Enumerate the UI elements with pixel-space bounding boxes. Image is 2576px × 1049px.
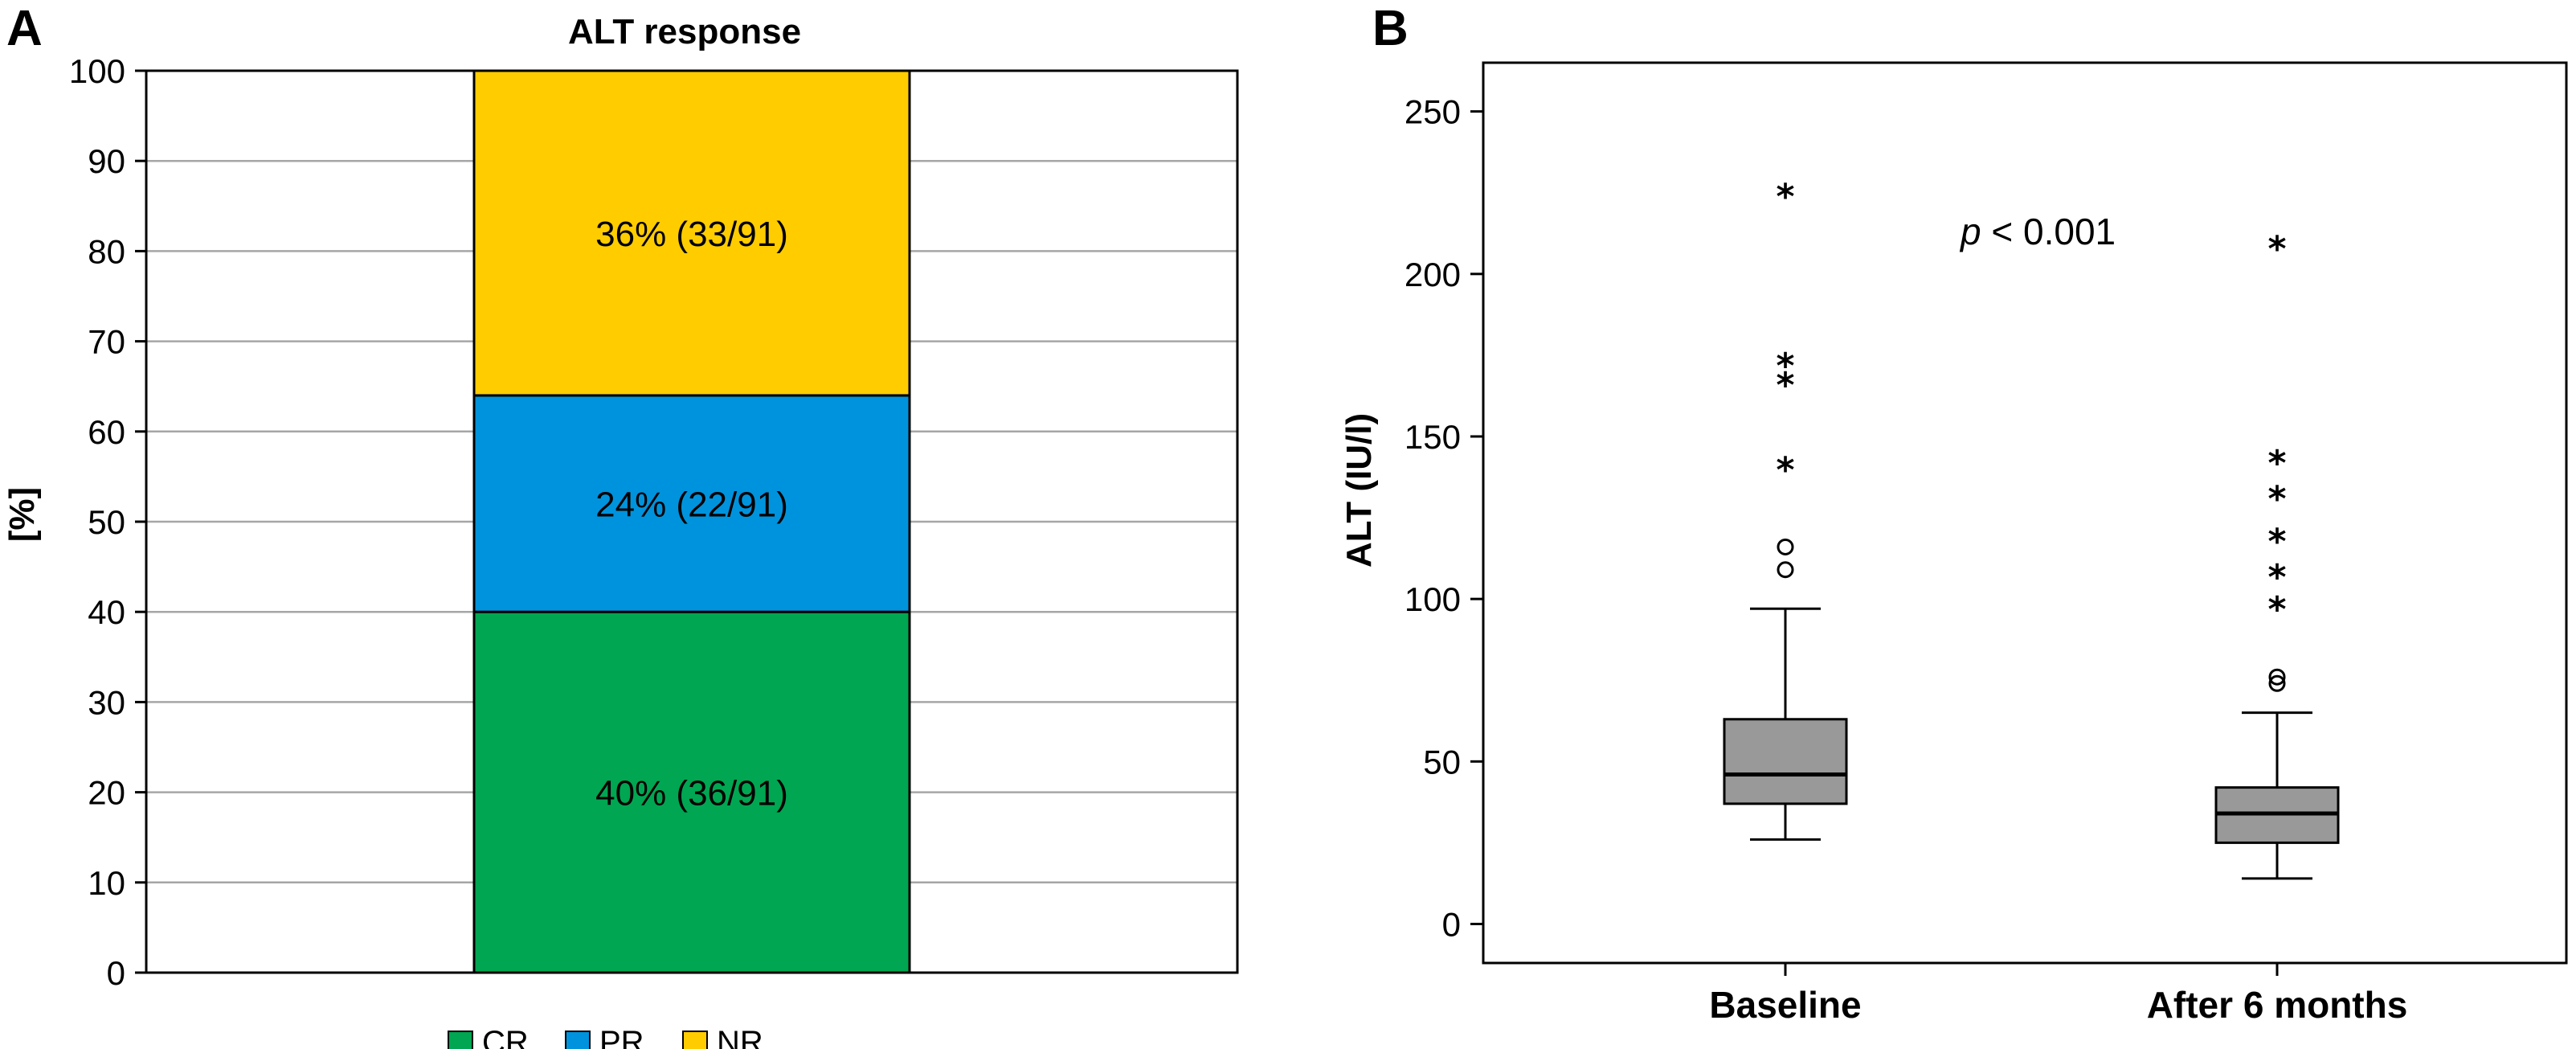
plot-frame-b: [1482, 61, 2568, 965]
extreme-point: *: [2267, 443, 2286, 484]
outlier-point: [2268, 668, 2286, 686]
p-value-italic: p: [1959, 211, 1981, 252]
y-tick-label: 40: [88, 593, 125, 631]
extreme-point: *: [2267, 557, 2286, 598]
y-tick-label: 100: [1405, 580, 1461, 618]
legend-swatch-nr: [682, 1031, 708, 1049]
box-plot-0: ****: [1723, 177, 1848, 841]
y-tick-label: 0: [1442, 905, 1461, 943]
y-tick-label: 70: [88, 323, 125, 361]
y-tick-label: 0: [107, 954, 125, 992]
y-tick-label: 50: [1423, 743, 1461, 781]
segment-label-pr: 24% (22/91): [595, 486, 788, 525]
bar-segment-cr: [472, 610, 911, 974]
extreme-point: *: [1776, 346, 1794, 387]
y-axis-label: [%]: [2, 487, 42, 542]
y-tick-label: 100: [69, 52, 125, 90]
y-tick-label: 200: [1405, 256, 1461, 293]
extreme-point: *: [1776, 365, 1794, 406]
legend-swatch-pr: [565, 1031, 591, 1049]
p-value-annotation: p < 0.001: [1959, 211, 2116, 252]
legend-label-pr: PR: [599, 1025, 644, 1049]
extreme-point: *: [1776, 177, 1794, 218]
stacked-bar: 40% (36/91) 24% (22/91) 36% (33/91): [472, 69, 911, 974]
y-tick-label: 10: [88, 864, 125, 902]
plot-frame: [145, 69, 1239, 974]
box-plots: **********: [1723, 177, 2340, 880]
segment-label-nr: 36% (33/91): [595, 215, 788, 254]
bar-segment-nr: [472, 69, 911, 397]
x-category-label: After 6 months: [2147, 984, 2408, 1026]
extreme-point: *: [2267, 228, 2286, 269]
extreme-point: *: [2267, 521, 2286, 562]
y-ticks-b: 0 50 100 150 200 250: [1405, 93, 1483, 943]
box: [1723, 718, 1848, 805]
x-category-label: Baseline: [1709, 984, 1861, 1026]
outlier-point: [2268, 674, 2286, 692]
y-axis-label-b: ALT (IU/l): [1339, 413, 1379, 568]
bar-segment-pr: [472, 394, 911, 613]
y-tick-label: 90: [88, 142, 125, 180]
chart-title: ALT response: [568, 12, 801, 51]
panel-letter-b: B: [1372, 1, 1409, 56]
y-tick-label: 50: [88, 503, 125, 541]
outlier-point: [1777, 538, 1794, 555]
segment-label-cr: 40% (36/91): [595, 774, 788, 813]
y-tick-label: 250: [1405, 93, 1461, 131]
outlier-point: [1777, 561, 1794, 579]
p-value-text: < 0.001: [1981, 211, 2116, 252]
extreme-point: *: [2267, 589, 2286, 630]
y-tick-label: 30: [88, 683, 125, 721]
y-tick-label: 150: [1405, 418, 1461, 456]
box-plot-1: ******: [2214, 228, 2340, 880]
panel-letter-a: A: [6, 1, 43, 56]
y-tick-label: 60: [88, 413, 125, 451]
y-tick-label: 80: [88, 232, 125, 270]
extreme-point: *: [2267, 479, 2286, 520]
x-categories: Baseline After 6 months: [1709, 963, 2407, 1026]
legend: CR PR NR: [448, 1025, 763, 1049]
legend-swatch-cr: [448, 1031, 473, 1049]
y-ticks: 0 10 20 30 40 50 60 70 80 90 100: [69, 52, 146, 992]
legend-label-nr: NR: [717, 1025, 763, 1049]
extreme-point: *: [1776, 449, 1794, 490]
panel-a: A ALT response [%] 0 10 20 30 40 50 60 70 80 90 10…: [2, 1, 1239, 1049]
y-tick-label: 20: [88, 774, 125, 812]
legend-label-cr: CR: [482, 1025, 529, 1049]
